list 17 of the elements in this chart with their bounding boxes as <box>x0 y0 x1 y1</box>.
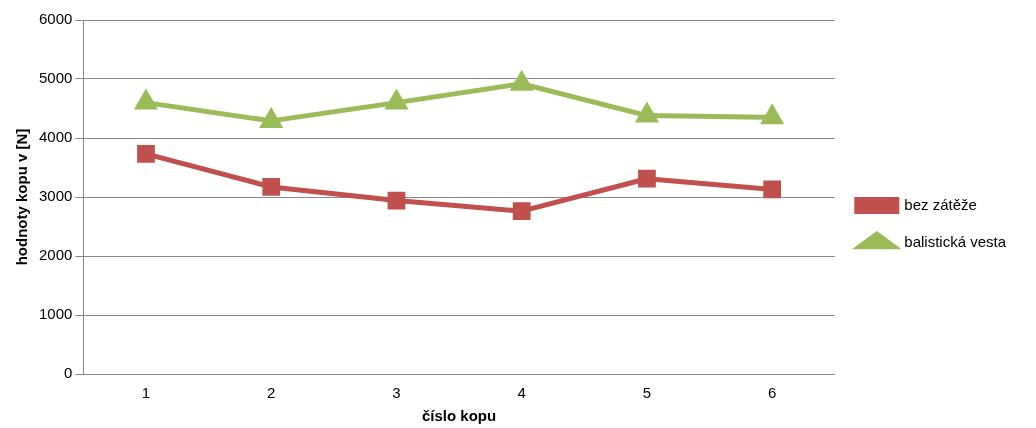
legend-label: bez zátěže <box>904 195 977 213</box>
y-tick-label: 1000 <box>38 305 73 323</box>
y-tick-label: 5000 <box>38 69 73 87</box>
y-tick-label: 0 <box>64 364 73 382</box>
x-tick-label: 1 <box>141 384 151 402</box>
y-tick-label: 2000 <box>38 246 73 264</box>
x-axis-title: číslo kopu <box>421 407 497 425</box>
y-tick-label: 4000 <box>38 128 73 146</box>
y-axis-title: hodnoty kopu v [N] <box>13 128 31 266</box>
x-tick-label: 3 <box>392 384 401 402</box>
y-tick-label: 6000 <box>38 10 73 28</box>
x-tick-label: 2 <box>267 384 276 402</box>
legend-label: balistická vesta <box>904 232 1007 250</box>
x-tick-label: 5 <box>642 384 652 402</box>
x-tick-label: 4 <box>517 384 526 402</box>
x-tick-label: 6 <box>768 384 777 402</box>
y-tick-label: 3000 <box>38 187 73 205</box>
